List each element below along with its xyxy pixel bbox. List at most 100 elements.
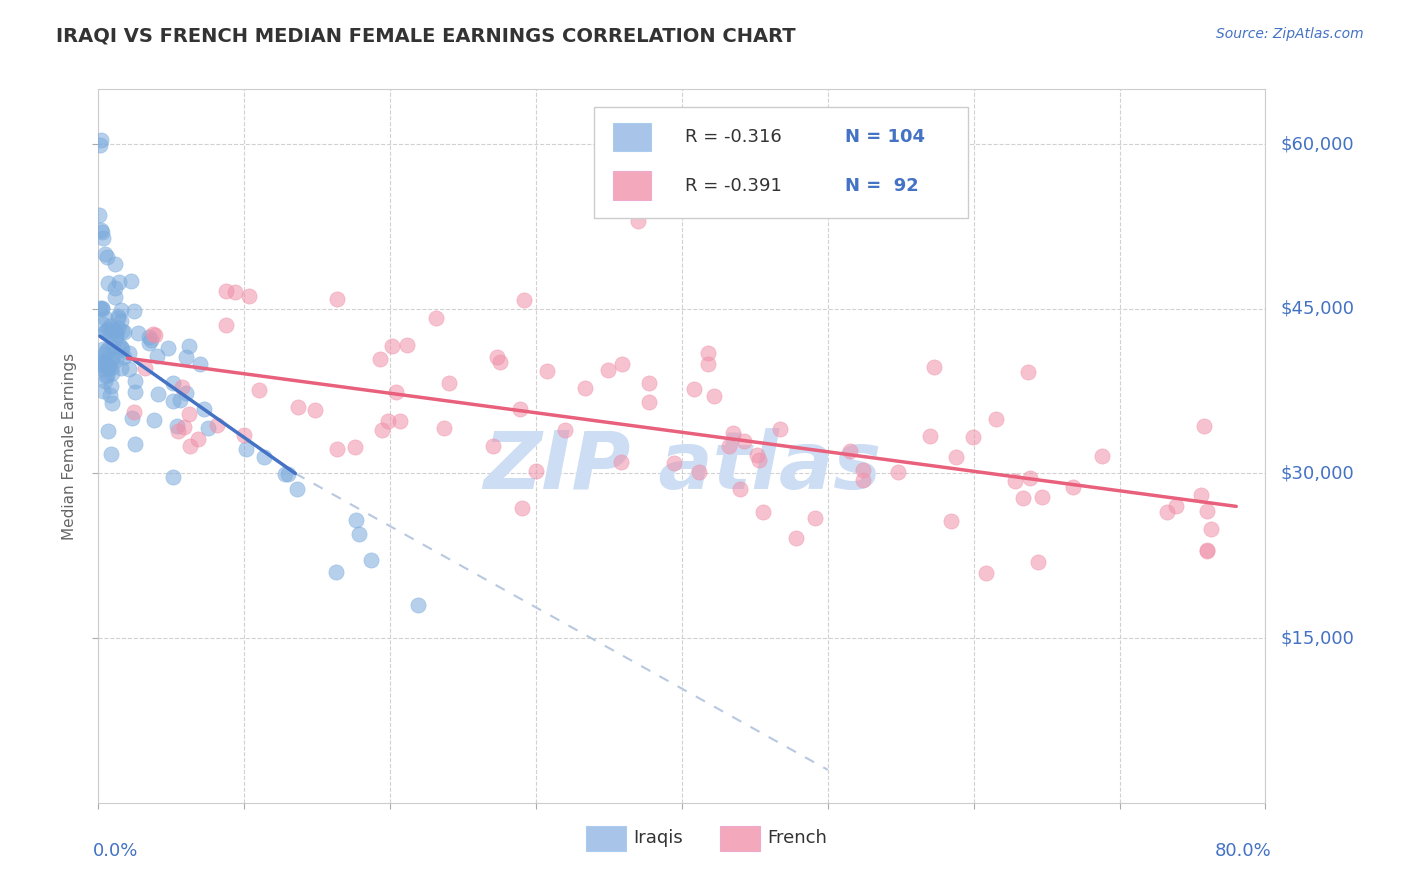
Point [922, 359, 945, 374]
Point [536, 364, 558, 378]
Point [1192, 419, 1215, 434]
Point [945, 450, 967, 464]
Point [162, 376, 184, 391]
Point [100, 352, 122, 367]
Point [976, 566, 998, 580]
Point [388, 414, 411, 428]
Point [96, 324, 118, 338]
Text: N = 104: N = 104 [845, 128, 925, 146]
Point [697, 346, 720, 360]
Point [105, 324, 128, 338]
Point [118, 346, 141, 360]
Point [104, 352, 127, 367]
Point [100, 447, 122, 461]
Point [101, 366, 124, 380]
Point [326, 292, 349, 306]
Point [703, 389, 725, 403]
Point [425, 310, 447, 325]
Point [143, 327, 166, 342]
Point [108, 276, 131, 290]
Point [107, 311, 129, 326]
Point [124, 437, 146, 451]
Point [98, 388, 121, 402]
Point [433, 421, 456, 435]
Point [277, 467, 299, 482]
Point [887, 465, 910, 479]
Point [215, 318, 238, 332]
Point [91, 362, 114, 376]
Point [146, 387, 169, 401]
Point [94, 374, 117, 388]
Point [98, 327, 121, 342]
Point [90, 358, 112, 372]
Point [769, 422, 792, 436]
Point [166, 424, 188, 438]
Point [360, 553, 382, 567]
Point [224, 285, 246, 299]
Point [143, 413, 166, 427]
FancyBboxPatch shape [586, 826, 626, 851]
Point [1017, 365, 1039, 379]
Point [343, 440, 366, 454]
Point [1091, 450, 1114, 464]
Point [118, 361, 141, 376]
Point [197, 421, 219, 435]
Point [146, 349, 169, 363]
Point [728, 482, 751, 496]
Point [91, 317, 114, 331]
Point [481, 439, 503, 453]
Point [114, 351, 136, 365]
Point [91, 302, 114, 317]
Point [90, 133, 112, 147]
Point [110, 360, 132, 375]
Point [325, 565, 347, 579]
Point [110, 314, 132, 328]
Point [745, 449, 768, 463]
Point [439, 376, 461, 390]
Point [638, 394, 661, 409]
Point [1026, 555, 1049, 569]
Point [188, 357, 211, 371]
Point [142, 326, 165, 341]
Point [598, 202, 620, 217]
Text: ZIP atlas: ZIP atlas [482, 428, 882, 507]
Text: R = -0.391: R = -0.391 [685, 177, 782, 194]
Point [172, 380, 194, 394]
Point [488, 355, 510, 369]
Point [304, 402, 326, 417]
Point [174, 386, 197, 401]
Point [107, 321, 129, 335]
Point [110, 303, 132, 318]
Point [510, 500, 533, 515]
Point [97, 359, 120, 374]
Point [1195, 542, 1218, 557]
Point [97, 359, 120, 373]
Point [89, 137, 111, 152]
Point [97, 361, 120, 376]
Point [138, 336, 160, 351]
Point [134, 360, 156, 375]
Point [97, 277, 120, 291]
Point [100, 379, 122, 393]
Point [918, 429, 941, 443]
Text: $30,000: $30,000 [1281, 465, 1354, 483]
Point [94, 326, 117, 340]
Point [1004, 474, 1026, 488]
Point [381, 338, 404, 352]
Point [385, 385, 408, 400]
Point [1031, 490, 1053, 504]
Point [233, 428, 256, 442]
Point [370, 351, 392, 366]
Point [104, 331, 127, 345]
Point [103, 347, 125, 361]
Point [111, 324, 134, 338]
Point [1011, 491, 1033, 506]
Text: $45,000: $45,000 [1281, 300, 1354, 318]
Text: Iraqis: Iraqis [633, 830, 683, 847]
Point [610, 357, 633, 371]
Text: 80.0%: 80.0% [1215, 842, 1271, 860]
Point [162, 393, 184, 408]
Point [751, 505, 773, 519]
Point [169, 393, 191, 408]
Point [121, 410, 143, 425]
